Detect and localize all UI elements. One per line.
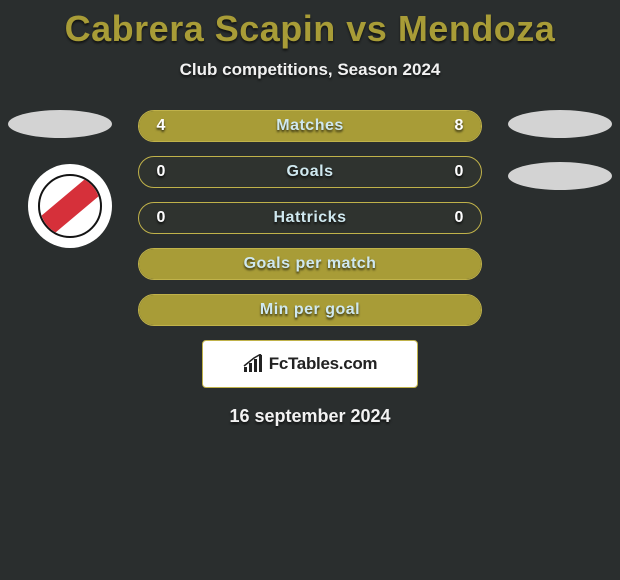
player-left-placeholder	[8, 110, 112, 138]
stat-label: Matches	[183, 117, 437, 135]
brand-box[interactable]: FcTables.com	[202, 340, 418, 388]
brand-chart-icon	[243, 354, 265, 374]
stat-bars: 4 Matches 8 0 Goals 0 0 Hattricks 0 Goal…	[138, 110, 482, 326]
comparison-area: 4 Matches 8 0 Goals 0 0 Hattricks 0 Goal…	[0, 110, 620, 427]
stat-row-matches: 4 Matches 8	[138, 110, 482, 142]
stat-label: Min per goal	[183, 301, 437, 319]
page-title: Cabrera Scapin vs Mendoza	[0, 0, 620, 50]
stat-label: Goals per match	[183, 255, 437, 273]
club-badge-left	[28, 164, 112, 248]
subtitle: Club competitions, Season 2024	[0, 60, 620, 80]
stat-label: Hattricks	[183, 209, 437, 227]
stat-label: Goals	[183, 163, 437, 181]
stat-value-right: 0	[437, 209, 481, 227]
date: 16 september 2024	[0, 406, 620, 427]
stat-row-hattricks: 0 Hattricks 0	[138, 202, 482, 234]
stat-value-left: 0	[139, 209, 183, 227]
brand-text: FcTables.com	[269, 354, 378, 374]
stat-row-min-per-goal: Min per goal	[138, 294, 482, 326]
player-right-placeholder-2	[508, 162, 612, 190]
stat-value-right: 0	[437, 163, 481, 181]
stat-row-goals: 0 Goals 0	[138, 156, 482, 188]
stat-value-left: 0	[139, 163, 183, 181]
stat-value-right: 8	[437, 117, 481, 135]
player-right-placeholder-1	[508, 110, 612, 138]
stat-value-left: 4	[139, 117, 183, 135]
stat-row-goals-per-match: Goals per match	[138, 248, 482, 280]
